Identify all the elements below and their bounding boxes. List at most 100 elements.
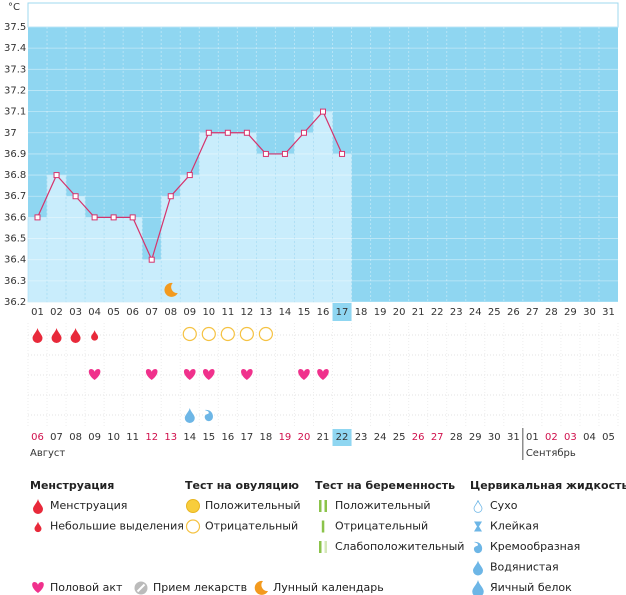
cycle-day-label: 12 (145, 432, 158, 443)
bar (325, 541, 328, 553)
heart (89, 369, 101, 380)
cycle-day-label: 28 (450, 432, 463, 443)
legend-icon (32, 582, 44, 593)
x-tick-label: 12 (241, 307, 254, 318)
drop (474, 500, 482, 512)
x-tick-label: 19 (374, 307, 387, 318)
heart (317, 369, 329, 380)
legend-item: Менструация (50, 499, 127, 512)
month-label: Сентябрь (526, 448, 576, 459)
cycle-day-label: 11 (126, 432, 139, 443)
y-tick-label: 36.8 (4, 170, 26, 181)
cycle-day-label: 29 (469, 432, 482, 443)
x-tick-label: 23 (450, 307, 463, 318)
temperature-point (321, 109, 326, 114)
x-tick-label: 24 (469, 307, 482, 318)
heart (184, 369, 196, 380)
legend-item: Сухо (490, 499, 518, 512)
circle (187, 500, 200, 513)
temperature-point (54, 173, 59, 178)
ovulation_test-icon (259, 328, 272, 341)
heart (146, 369, 158, 380)
y-tick-label: 37.3 (4, 64, 26, 75)
cycle-day-label: 26 (412, 432, 425, 443)
bar (319, 541, 322, 553)
cycle-day-label: 30 (488, 432, 501, 443)
cycle-day-label: 16 (221, 432, 234, 443)
y-tick-label: 37.5 (4, 22, 26, 33)
temperature-point (206, 130, 211, 135)
fluid-icon (185, 408, 195, 423)
y-tick-label: 36.5 (4, 234, 26, 245)
intercourse-icon (184, 369, 196, 380)
heart (298, 369, 310, 380)
cycle-day-label: 01 (526, 432, 539, 443)
cycle-day-label: 27 (431, 432, 444, 443)
circle (240, 328, 253, 341)
temperature-point (244, 130, 249, 135)
cycle-day-label: 03 (564, 432, 577, 443)
legend-title: Менструация (30, 479, 114, 492)
legend-icon (319, 500, 327, 512)
cycle-day-label: 18 (260, 432, 273, 443)
cycle-day-label: 22 (336, 432, 349, 443)
drop (91, 330, 98, 341)
cycle-day-label: 02 (545, 432, 558, 443)
creamy (205, 410, 213, 421)
intercourse-icon (241, 369, 253, 380)
x-tick-label: 05 (107, 307, 120, 318)
cycle-day-label: 09 (88, 432, 101, 443)
x-tick-label: 10 (202, 307, 215, 318)
y-tick-label: 37.1 (4, 107, 26, 118)
legend-icon (474, 542, 482, 553)
cycle-day-label: 23 (355, 432, 368, 443)
cycle-day-label: 15 (202, 432, 215, 443)
legend-title: Тест на овуляцию (185, 479, 299, 492)
legend-icon (322, 521, 325, 533)
legend-item: Положительный (205, 499, 301, 512)
temperature-column (66, 196, 85, 302)
cycle-day-label: 21 (317, 432, 330, 443)
y-tick-label: 37.2 (4, 85, 26, 96)
heart (32, 582, 44, 593)
bar (322, 521, 325, 533)
month-label: Август (30, 448, 65, 459)
legend-icon (187, 520, 200, 533)
y-tick-label: 36.3 (4, 276, 26, 287)
x-tick-label: 28 (545, 307, 558, 318)
drop (71, 328, 81, 343)
legend-item: Яичный белок (490, 581, 572, 594)
legend-icon (473, 561, 483, 576)
x-tick-label: 18 (355, 307, 368, 318)
x-tick-label: 30 (583, 307, 596, 318)
circle (259, 328, 272, 341)
circle (183, 328, 196, 341)
drop (473, 561, 483, 576)
legend-icon (33, 499, 43, 514)
fluid-icon (205, 410, 213, 421)
ovulation_test-icon (183, 328, 196, 341)
x-tick-label: 03 (69, 307, 82, 318)
circle (187, 520, 200, 533)
temperature-point (301, 130, 306, 135)
y-tick-label: 36.6 (4, 212, 26, 223)
cycle-day-label: 07 (50, 432, 63, 443)
legend-item: Отрицательный (335, 520, 428, 533)
temperature-point (92, 215, 97, 220)
cycle-day-label: 04 (583, 432, 596, 443)
drop (35, 522, 42, 533)
legend-item: Небольшие выделения (50, 520, 184, 533)
x-tick-label: 21 (412, 307, 425, 318)
drop (33, 499, 43, 514)
y-tick-label: 36.7 (4, 191, 26, 202)
ovulation_test-icon (240, 328, 253, 341)
circle (221, 328, 234, 341)
menstruation-icon (52, 328, 62, 343)
temperature-column (275, 154, 294, 302)
y-tick-label: 36.9 (4, 149, 26, 160)
y-tick-label: 37.4 (4, 43, 26, 54)
legend-icon (474, 522, 482, 532)
y-tick-label: 37 (4, 128, 17, 139)
cycle-day-label: 08 (69, 432, 82, 443)
